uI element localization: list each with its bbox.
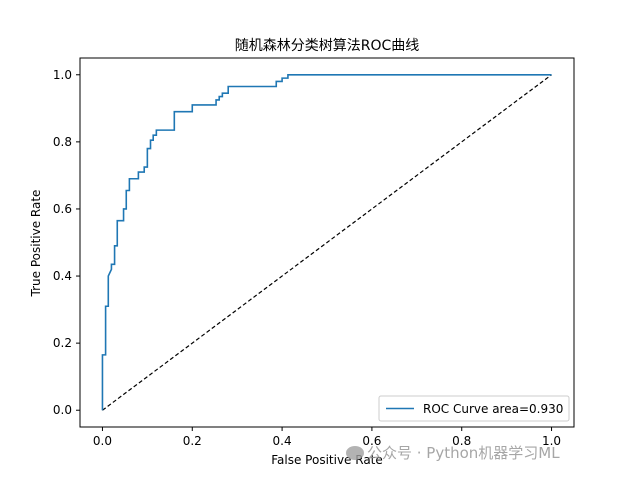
x-tick-label: 0.0	[93, 434, 112, 448]
watermark-text: 公众号 · Python机器学习ML	[367, 444, 560, 462]
y-tick-label: 0.8	[53, 135, 72, 149]
wechat-icon	[346, 446, 364, 460]
x-tick-label: 0.4	[273, 434, 292, 448]
roc-curve-line	[101, 73, 552, 411]
y-tick-label: 0.4	[53, 269, 72, 283]
y-tick-label: 1.0	[53, 68, 72, 82]
plot-area	[101, 73, 552, 411]
y-tick-label: 0.6	[53, 202, 72, 216]
legend-box	[378, 395, 570, 422]
x-tick-label: 0.6	[362, 434, 381, 448]
legend: ROC Curve area=0.930	[378, 395, 570, 422]
y-axis-label: True Positive Rate	[29, 190, 43, 298]
watermark: 公众号 · Python机器学习ML	[346, 442, 560, 463]
chart-title: 随机森林分类树算法ROC曲线	[235, 38, 420, 54]
y-tick-label: 0.0	[53, 403, 72, 417]
x-tick-label: 0.2	[183, 434, 202, 448]
legend-entry-roc: ROC Curve area=0.930	[423, 402, 563, 416]
y-tick-label: 0.2	[53, 336, 72, 350]
x-tick-label: 0.8	[452, 434, 471, 448]
x-tick-label: 1.0	[542, 434, 561, 448]
axis-ticks: 0.0 0.2 0.4 0.6 0.8 1.0 0.0 0.2 0.4 0.6 0.8 1.0	[53, 68, 561, 448]
chance-diagonal-line	[102, 74, 552, 411]
plot-frame	[79, 57, 575, 428]
